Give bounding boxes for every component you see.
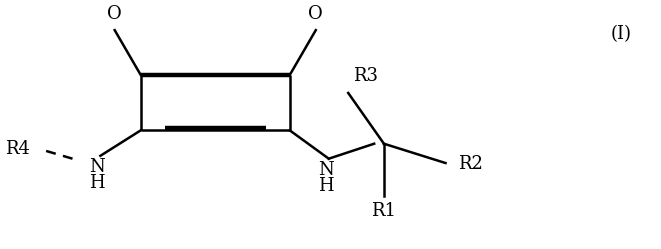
- Text: R3: R3: [354, 66, 378, 84]
- Text: R4: R4: [5, 139, 30, 158]
- Text: O: O: [309, 5, 323, 23]
- Text: R1: R1: [371, 202, 397, 220]
- Text: (I): (I): [610, 25, 631, 43]
- Text: O: O: [107, 5, 122, 23]
- Text: N
H: N H: [318, 161, 333, 195]
- Text: N
H: N H: [89, 158, 105, 192]
- Text: R2: R2: [459, 155, 483, 173]
